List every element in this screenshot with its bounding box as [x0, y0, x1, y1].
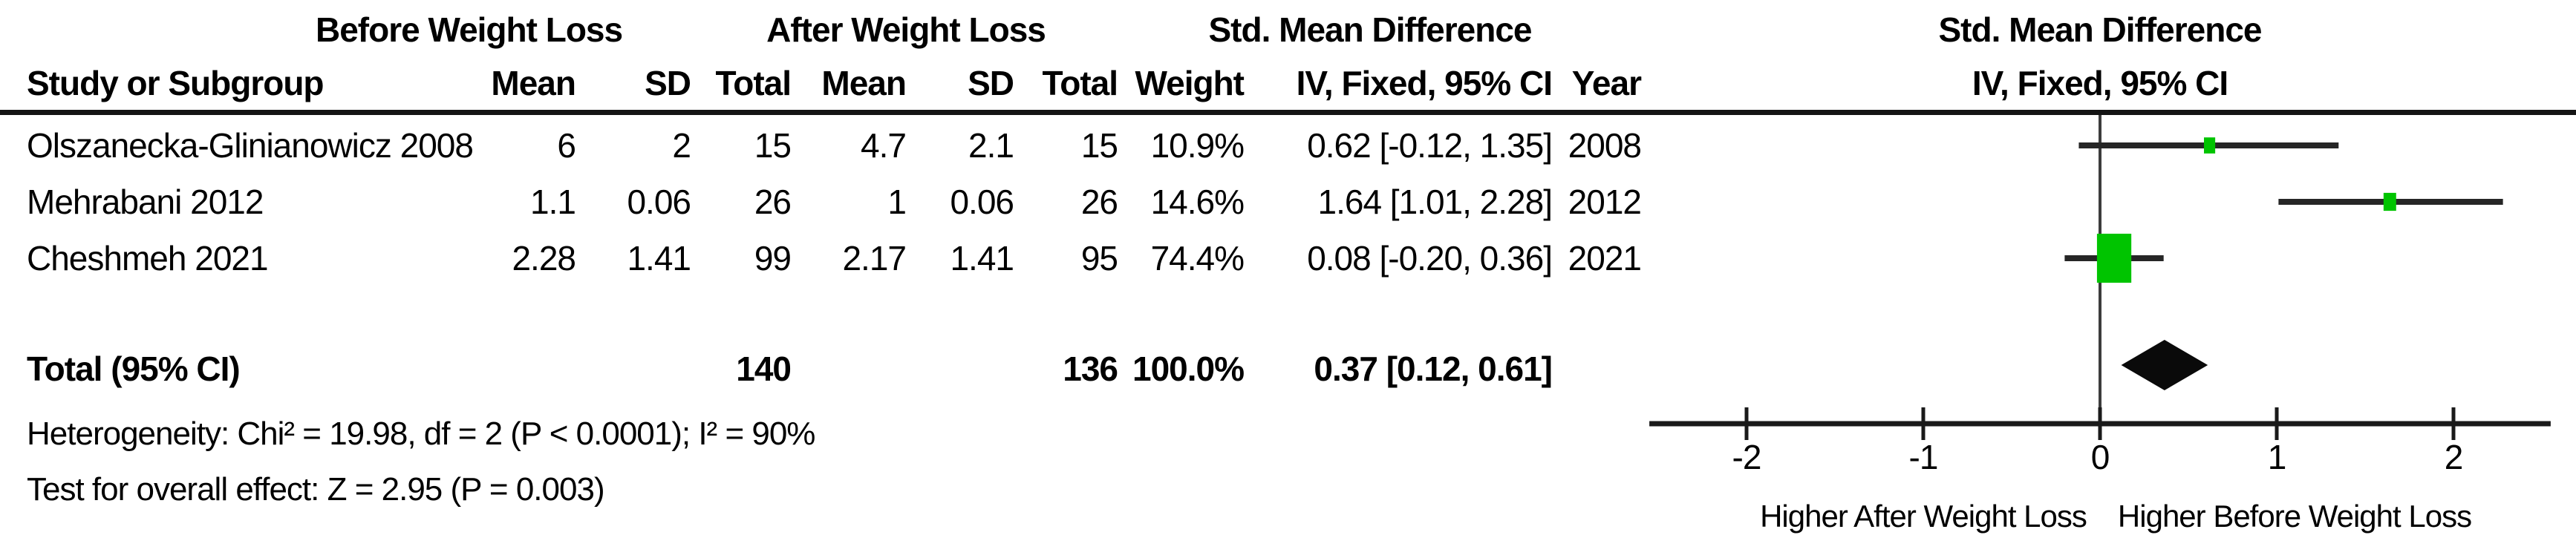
- total-before-sum: 140: [736, 349, 792, 388]
- sd-after: 1.41: [950, 239, 1014, 278]
- x-axis-tick-label: 0: [2091, 438, 2110, 476]
- column-header-row: Study or Subgroup Mean SD Total Mean SD …: [0, 61, 2576, 105]
- total-after: 26: [1080, 183, 1118, 221]
- x-axis-tick-label: 2: [2445, 438, 2463, 476]
- total-before: 99: [754, 239, 792, 278]
- ci-value: 0.08 [-0.20, 0.36]: [1307, 239, 1553, 278]
- mean-before: 2.28: [512, 239, 576, 278]
- col-header-mean-after: Mean: [821, 64, 907, 102]
- total-after: 95: [1080, 239, 1118, 278]
- total-diamond: [2121, 340, 2208, 390]
- total-before: 26: [754, 183, 792, 221]
- heterogeneity-row: Heterogeneity: Chi² = 19.98, df = 2 (P <…: [0, 412, 2576, 456]
- table-row: Cheshmeh 2021 2.28 1.41 99 2.17 1.41 95 …: [0, 236, 2576, 280]
- group-header-row: Before Weight Loss After Weight Loss Std…: [0, 7, 2576, 52]
- overall-effect-row: Test for overall effect: Z = 2.95 (P = 0…: [0, 467, 2576, 512]
- mean-before: 1.1: [530, 183, 576, 221]
- table-row: Olszanecka-Glinianowicz 2008 6 2 15 4.7 …: [0, 123, 2576, 168]
- total-label: Total (95% CI): [27, 349, 241, 388]
- total-ci: 0.37 [0.12, 0.61]: [1314, 349, 1553, 388]
- col-header-weight: Weight: [1135, 64, 1245, 102]
- col-header-sd-after: SD: [968, 64, 1014, 102]
- plot-header-line2: IV, Fixed, 95% CI: [1972, 64, 2228, 102]
- year-value: 2021: [1568, 239, 1642, 278]
- col-header-total-after: Total: [1042, 64, 1118, 102]
- total-after: 15: [1080, 126, 1118, 165]
- mean-before: 6: [557, 126, 576, 165]
- total-weight: 100.0%: [1132, 349, 1245, 388]
- mean-after: 4.7: [861, 126, 907, 165]
- mean-after: 2.17: [842, 239, 907, 278]
- col-header-total-before: Total: [715, 64, 792, 102]
- col-header-ci: IV, Fixed, 95% CI: [1296, 64, 1553, 102]
- x-axis-tick-label: -2: [1732, 438, 1761, 476]
- weight-value: 14.6%: [1150, 183, 1245, 221]
- weight-value: 10.9%: [1150, 126, 1245, 165]
- study-label: Cheshmeh 2021: [27, 239, 269, 278]
- col-group-after-weight-loss: After Weight Loss: [766, 10, 1046, 49]
- overall-effect-text: Test for overall effect: Z = 2.95 (P = 0…: [27, 471, 605, 508]
- sd-after: 0.06: [950, 183, 1014, 221]
- sd-after: 2.1: [968, 126, 1014, 165]
- col-header-mean-before: Mean: [491, 64, 576, 102]
- effect-marker: [2096, 233, 2132, 283]
- header-divider-line: [0, 110, 2576, 115]
- heterogeneity-text: Heterogeneity: Chi² = 19.98, df = 2 (P <…: [27, 416, 815, 452]
- sd-before: 2: [672, 126, 691, 165]
- col-group-smd: Std. Mean Difference: [1208, 10, 1533, 49]
- total-before: 15: [754, 126, 792, 165]
- ci-value: 1.64 [1.01, 2.28]: [1317, 183, 1553, 221]
- sd-before: 0.06: [627, 183, 691, 221]
- col-header-year: Year: [1571, 64, 1642, 102]
- effect-marker: [2383, 192, 2396, 211]
- weight-value: 74.4%: [1150, 239, 1245, 278]
- col-group-before-weight-loss: Before Weight Loss: [316, 10, 623, 49]
- x-axis-tick-label: 1: [2268, 438, 2286, 476]
- total-row: Total (95% CI) 140 136 100.0% 0.37 [0.12…: [0, 347, 2576, 391]
- ci-value: 0.62 [-0.12, 1.35]: [1307, 126, 1553, 165]
- study-label: Olszanecka-Glinianowicz 2008: [27, 126, 474, 165]
- sd-before: 1.41: [627, 239, 691, 278]
- table-row: Mehrabani 2012 1.1 0.06 26 1 0.06 26 14.…: [0, 180, 2576, 224]
- total-after-sum: 136: [1063, 349, 1118, 388]
- col-header-study: Study or Subgroup: [27, 64, 325, 102]
- year-value: 2008: [1568, 126, 1642, 165]
- col-header-sd-before: SD: [645, 64, 691, 102]
- study-label: Mehrabani 2012: [27, 183, 264, 221]
- axis-label-right: Higher Before Weight Loss: [2118, 499, 2471, 534]
- x-axis-tick-label: -1: [1909, 438, 1938, 476]
- mean-after: 1: [887, 183, 907, 221]
- plot-header-line1: Std. Mean Difference: [1938, 10, 2263, 49]
- effect-marker: [2203, 137, 2216, 154]
- year-value: 2012: [1568, 183, 1642, 221]
- axis-label-left: Higher After Weight Loss: [1760, 499, 2087, 534]
